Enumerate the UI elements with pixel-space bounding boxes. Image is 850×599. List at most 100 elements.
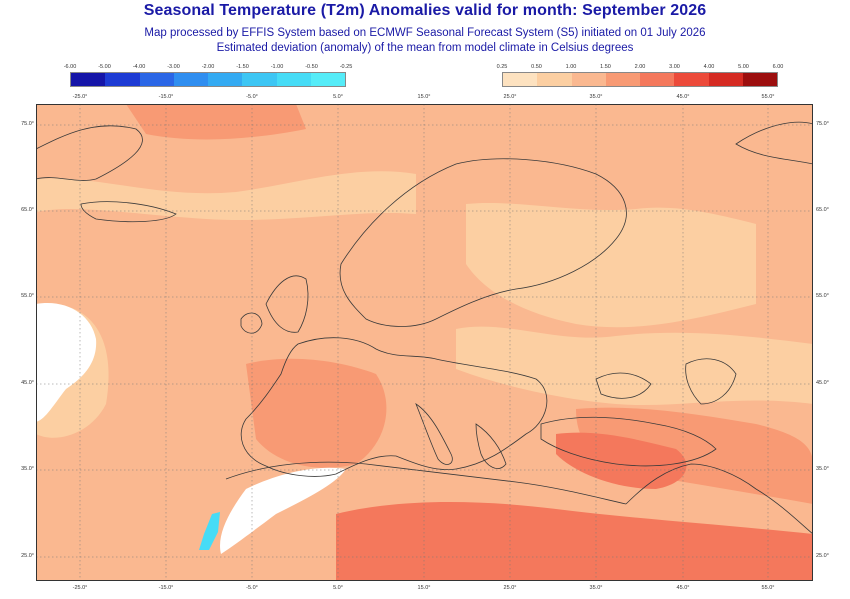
legend-tick-label: 0.25: [496, 64, 508, 70]
anomaly-zone-mid-greenland: [126, 104, 306, 140]
legend-tick-label: 2.00: [634, 64, 646, 70]
lon-tick-bottom: 35.0°: [589, 585, 603, 591]
lat-tick-left: 45.0°: [21, 380, 34, 386]
lon-tick-top: 15.0°: [417, 94, 431, 100]
lon-tick-bottom: -25.0°: [72, 585, 88, 591]
lon-tick-bottom: 45.0°: [676, 585, 690, 591]
lat-tick-right: 45.0°: [816, 380, 829, 386]
legend-swatch: [173, 73, 208, 86]
anomaly-zone-mid-middle-east: [576, 407, 813, 504]
legend-swatch: [139, 73, 174, 86]
coastline-caspian: [685, 358, 737, 405]
legend-tick-label: 5.00: [738, 64, 749, 70]
legend-swatch: [640, 73, 675, 86]
lon-tick-bottom: -15.0°: [158, 585, 174, 591]
coastline-levant: [625, 463, 813, 535]
anomaly-map: [36, 104, 813, 581]
anomaly-zone-cool-atlas: [199, 512, 220, 550]
lon-tick-top: -15.0°: [158, 94, 174, 100]
legend-swatch: [208, 73, 243, 86]
legend-tick-label: -5.00: [98, 64, 111, 70]
legend-tick-label: -3.00: [167, 64, 180, 70]
legend-swatch: [742, 73, 777, 86]
coastline-black-sea: [595, 372, 652, 399]
legend-tick-label: 1.50: [600, 64, 611, 70]
legend-tick-label: -4.00: [132, 64, 146, 70]
map-frame: [36, 104, 813, 581]
legend-tick-label: 1.00: [565, 64, 577, 70]
lon-tick-bottom: 55.0°: [761, 585, 775, 591]
lon-tick-top: -25.0°: [72, 94, 88, 100]
lat-tick-left: 55.0°: [21, 293, 34, 299]
legend-tick-label: -6.00: [63, 64, 77, 70]
lon-tick-bottom: 15.0°: [417, 585, 431, 591]
legend-tick-label: 3.00: [669, 64, 680, 70]
coastline-great-britain: [265, 275, 309, 333]
lat-tick-right: 35.0°: [816, 466, 829, 472]
lon-tick-bottom: 5.0°: [333, 585, 343, 591]
lon-tick-top: -5.0°: [246, 94, 258, 100]
legend-tick-label: -1.00: [270, 64, 284, 70]
coastlines: [36, 121, 813, 535]
map-subtitle-units: Estimated deviation (anomaly) of the mea…: [216, 42, 634, 54]
coastline-novaya-zemlya: [735, 121, 813, 165]
legend-warm-bar: [502, 72, 778, 87]
map-subtitle-source: Map processed by EFFIS System based on E…: [144, 27, 706, 39]
legend-tick-label: -0.50: [305, 64, 318, 70]
anomaly-zone-light-north: [36, 171, 416, 221]
coastline-ireland: [240, 312, 263, 334]
coastline-anatolia: [540, 416, 717, 467]
anomaly-zone-light-scandinavia: [466, 202, 756, 328]
lat-tick-left: 65.0°: [21, 207, 34, 213]
legend-swatch: [503, 73, 538, 86]
legend-swatch: [276, 73, 311, 86]
lon-tick-top: 5.0°: [333, 94, 343, 100]
graticule: [36, 104, 813, 581]
anomaly-zone-strong-sahara: [336, 502, 813, 581]
legend-swatch: [708, 73, 743, 86]
lat-tick-right: 25.0°: [816, 553, 829, 559]
legend-cold-labels: -6.00 -5.00 -4.00 -3.00 -2.00 -1.50 -1.00 -0.50…: [64, 64, 353, 72]
legend-swatch: [105, 73, 140, 86]
lat-tick-right: 65.0°: [816, 207, 829, 213]
legend-swatch: [605, 73, 640, 86]
anomaly-zone-strong-turkey: [556, 432, 687, 489]
anomaly-zone-light-eastern-europe: [456, 326, 813, 406]
anomaly-zone-neutral-morocco: [220, 467, 346, 554]
legend-tick-label: 0.50: [531, 64, 542, 70]
legend-cold: -6.00 -5.00 -4.00 -3.00 -2.00 -1.50 -1.00 -0.50…: [64, 64, 353, 88]
lon-tick-top: 45.0°: [676, 94, 690, 100]
coastline-italy: [415, 402, 453, 465]
legend-warm-labels: 0.25 0.50 1.00 1.50 2.00 3.00 4.00 5.00 6.00: [497, 64, 784, 72]
legend-swatch: [242, 73, 277, 86]
lat-tick-left: 35.0°: [21, 466, 34, 472]
legend-warm: 0.25 0.50 1.00 1.50 2.00 3.00 4.00 5.00 6.00: [497, 64, 784, 88]
legend-tick-label: 6.00: [772, 64, 784, 70]
anomaly-zone-mid-iberia: [246, 358, 387, 468]
lon-tick-bottom: 25.0°: [503, 585, 517, 591]
legend-tick-label: -0.25: [339, 64, 353, 70]
lat-tick-right: 55.0°: [816, 293, 829, 299]
legend-tick-label: 4.00: [703, 64, 715, 70]
lat-tick-left: 25.0°: [21, 553, 34, 559]
coastline-scandinavia: [339, 158, 627, 327]
lon-tick-top: 25.0°: [503, 94, 517, 100]
coastline-north-africa: [225, 461, 627, 505]
anomaly-map-svg: [36, 104, 813, 581]
coastline-balkans: [475, 423, 507, 469]
lon-tick-top: 55.0°: [761, 94, 775, 100]
map-title: Seasonal Temperature (T2m) Anomalies val…: [143, 2, 707, 19]
legend-swatch: [537, 73, 572, 86]
legend-tick-label: -2.00: [201, 64, 215, 70]
lon-tick-top: 35.0°: [589, 94, 603, 100]
coastline-greenland: [36, 125, 143, 181]
legend-swatch: [310, 73, 345, 86]
legend-swatch: [571, 73, 606, 86]
lat-tick-right: 75.0°: [816, 121, 829, 127]
coastline-iceland: [80, 201, 177, 223]
legend-swatch: [674, 73, 709, 86]
legend-cold-bar: [70, 72, 346, 87]
legend-tick-label: -1.50: [236, 64, 249, 70]
lat-tick-left: 75.0°: [21, 121, 34, 127]
legend-swatch: [71, 73, 106, 86]
